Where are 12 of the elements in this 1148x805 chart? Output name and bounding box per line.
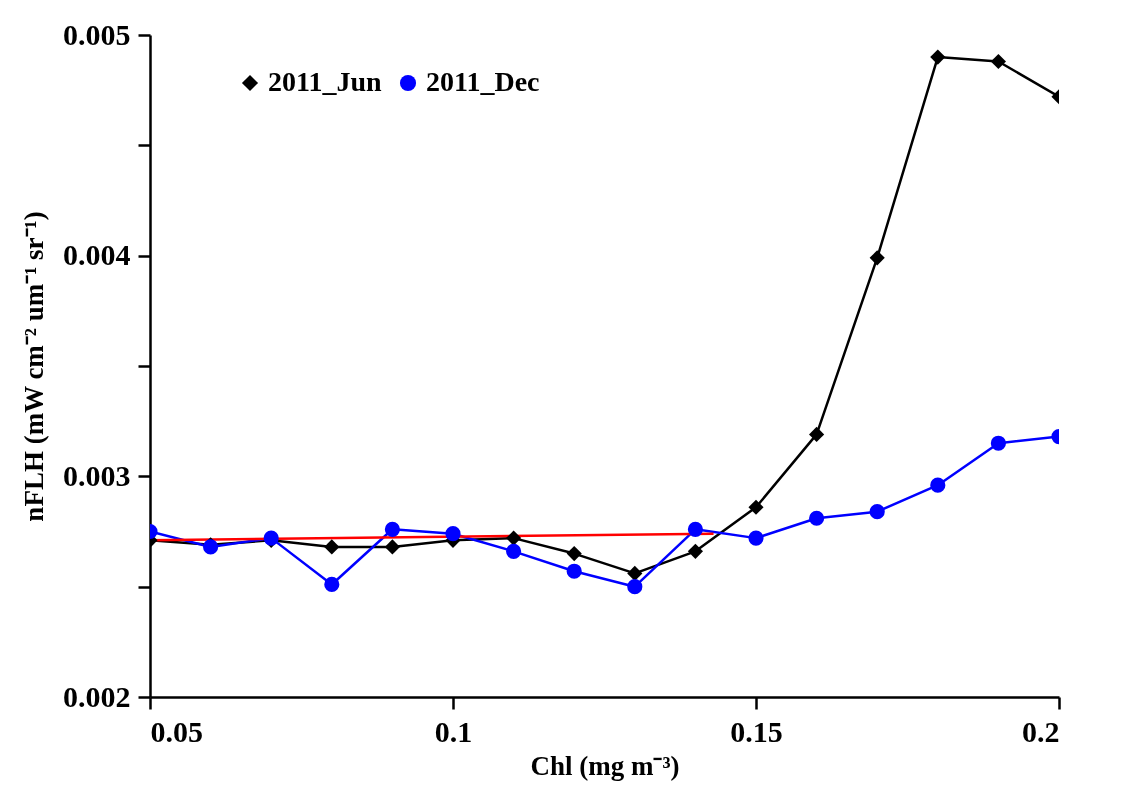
x-tick-label: 0.2 — [1022, 714, 1060, 748]
x-tick-label: 0.1 — [434, 714, 473, 748]
x-axis-title: Chl (mg m⁻³) — [530, 750, 680, 781]
y-tick-label: 0.005 — [63, 17, 131, 51]
x-tick-label: 0.15 — [730, 714, 783, 748]
y-tick-label: 0.003 — [63, 458, 131, 492]
x-tick-label: 0.05 — [150, 714, 203, 748]
y-axis-title: nFLH (mW cm⁻² um⁻¹ sr⁻¹) — [19, 211, 49, 522]
legend-label: 2011_Jun — [268, 66, 383, 97]
y-tick-label: 0.002 — [63, 679, 131, 713]
legend-label: 2011_Dec — [426, 66, 540, 97]
y-tick-label: 0.004 — [63, 238, 131, 272]
